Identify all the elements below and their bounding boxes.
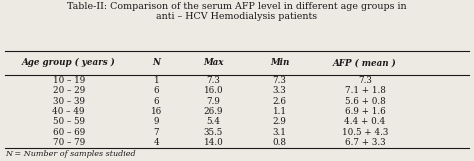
Text: AFP ( mean ): AFP ( mean ) [333, 58, 397, 67]
Text: 10.5 + 4.3: 10.5 + 4.3 [342, 128, 388, 137]
Text: Max: Max [203, 58, 224, 67]
Text: Min: Min [270, 58, 289, 67]
Text: Table-II: Comparison of the serum AFP level in different age groups in
anti – HC: Table-II: Comparison of the serum AFP le… [67, 2, 407, 21]
Text: 4: 4 [154, 138, 159, 147]
Text: 4.4 + 0.4: 4.4 + 0.4 [344, 118, 386, 126]
Text: 7.3: 7.3 [358, 76, 372, 85]
Text: 5.6 + 0.8: 5.6 + 0.8 [345, 97, 385, 105]
Text: Age group ( years ): Age group ( years ) [22, 58, 116, 67]
Text: 14.0: 14.0 [203, 138, 223, 147]
Text: 6: 6 [154, 97, 159, 105]
Text: 2.6: 2.6 [273, 97, 287, 105]
Text: 16.0: 16.0 [203, 86, 223, 95]
Text: 5.4: 5.4 [206, 118, 220, 126]
Text: 20 – 29: 20 – 29 [53, 86, 85, 95]
Text: 1.1: 1.1 [273, 107, 287, 116]
Text: 3.1: 3.1 [273, 128, 287, 137]
Text: 26.9: 26.9 [203, 107, 223, 116]
Text: 16: 16 [151, 107, 162, 116]
Text: 35.5: 35.5 [204, 128, 223, 137]
Text: 7: 7 [154, 128, 159, 137]
Text: 6.9 + 1.6: 6.9 + 1.6 [345, 107, 385, 116]
Text: 7.1 + 1.8: 7.1 + 1.8 [345, 86, 385, 95]
Text: 0.8: 0.8 [273, 138, 287, 147]
Text: 60 – 69: 60 – 69 [53, 128, 85, 137]
Text: 6.7 + 3.3: 6.7 + 3.3 [345, 138, 385, 147]
Text: 3.3: 3.3 [273, 86, 287, 95]
Text: N: N [153, 58, 160, 67]
Text: 7.3: 7.3 [273, 76, 287, 85]
Text: 50 – 59: 50 – 59 [53, 118, 85, 126]
Text: 40 – 49: 40 – 49 [53, 107, 85, 116]
Text: 1: 1 [154, 76, 159, 85]
Text: 9: 9 [154, 118, 159, 126]
Text: 6: 6 [154, 86, 159, 95]
Text: 7.3: 7.3 [206, 76, 220, 85]
Text: 70 – 79: 70 – 79 [53, 138, 85, 147]
Text: 10 – 19: 10 – 19 [53, 76, 85, 85]
Text: 2.9: 2.9 [273, 118, 287, 126]
Text: 7.9: 7.9 [206, 97, 220, 105]
Text: N = Number of samples studied: N = Number of samples studied [5, 150, 136, 158]
Text: 30 – 39: 30 – 39 [53, 97, 85, 105]
